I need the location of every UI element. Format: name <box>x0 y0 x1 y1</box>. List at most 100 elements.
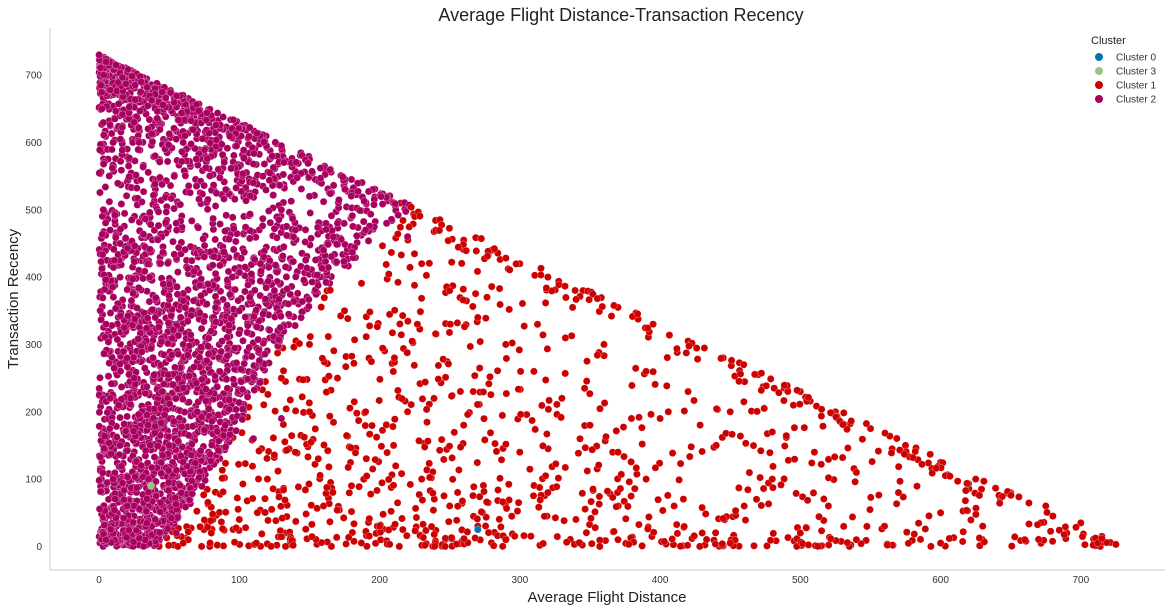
cluster-1-point <box>333 506 342 514</box>
cluster-1-point <box>1076 519 1085 527</box>
cluster-1-point <box>422 271 431 280</box>
cluster-2-point <box>171 494 180 502</box>
cluster-1-point <box>495 515 504 524</box>
cluster-1-point <box>342 540 350 548</box>
cluster-2-point <box>151 515 160 524</box>
cluster-1-point <box>424 437 432 445</box>
cluster-1-point <box>1020 535 1029 544</box>
cluster-2-point <box>211 202 220 210</box>
cluster-2-point <box>117 383 126 391</box>
cluster-1-point <box>764 500 773 508</box>
cluster-2-point <box>340 219 348 228</box>
cluster-1-point <box>362 332 371 341</box>
cluster-2-point <box>223 352 232 360</box>
cluster-1-point <box>200 516 209 524</box>
cluster-2-point <box>158 180 166 189</box>
cluster-2-point <box>176 313 185 322</box>
cluster-2-point <box>104 338 113 346</box>
cluster-2-point <box>134 145 143 154</box>
cluster-2-point <box>212 318 220 326</box>
cluster-2-point <box>188 422 197 431</box>
cluster-1-point <box>1010 533 1019 541</box>
cluster-1-point <box>459 296 467 304</box>
cluster-2-point <box>198 482 206 491</box>
cluster-2-point <box>225 235 233 244</box>
cluster-2-point <box>203 154 212 163</box>
cluster-2-point <box>190 267 198 276</box>
cluster-1-point <box>241 459 250 468</box>
cluster-2-point <box>160 411 169 419</box>
cluster-2-point <box>271 138 280 147</box>
cluster-1-point <box>1072 523 1080 532</box>
cluster-2-point <box>101 219 110 227</box>
cluster-2-point <box>181 303 190 312</box>
cluster-2-point <box>260 160 269 168</box>
cluster-1-point <box>480 487 488 496</box>
cluster-1-point <box>397 330 406 339</box>
cluster-2-point <box>220 248 228 256</box>
cluster-2-point <box>230 344 239 352</box>
cluster-2-point <box>121 234 130 242</box>
cluster-1-point <box>329 488 337 497</box>
cluster-2-point <box>213 427 222 436</box>
cluster-1-point <box>365 514 374 523</box>
cluster-1-point <box>508 339 517 347</box>
cluster-1-point <box>580 384 589 393</box>
cluster-2-point <box>197 291 205 300</box>
y-tick-label: 400 <box>25 273 42 284</box>
cluster-2-point <box>205 129 213 138</box>
cluster-1-point <box>477 508 486 516</box>
cluster-2-point <box>172 466 181 475</box>
cluster-1-point <box>591 523 600 532</box>
cluster-1-point <box>505 265 514 274</box>
cluster-2-point <box>169 326 178 334</box>
cluster-1-point <box>384 270 393 278</box>
cluster-1-point <box>830 453 839 461</box>
cluster-2-point <box>147 344 156 353</box>
cluster-2-point <box>107 129 116 138</box>
x-axis-title: Average Flight Distance <box>528 589 687 606</box>
cluster-2-point <box>156 498 165 507</box>
cluster-1-point <box>445 442 454 451</box>
cluster-2-point <box>256 378 265 387</box>
cluster-2-point <box>229 224 238 233</box>
cluster-2-point <box>261 350 269 358</box>
cluster-1-point <box>379 510 387 519</box>
cluster-1-point <box>756 473 764 482</box>
cluster-1-point <box>793 386 801 395</box>
cluster-2-point <box>183 317 192 326</box>
cluster-1-point <box>487 282 496 291</box>
cluster-1-point <box>473 313 482 322</box>
cluster-2-point <box>139 542 148 551</box>
cluster-2-point <box>142 382 151 391</box>
cluster-2-point <box>293 289 302 298</box>
cluster-2-point <box>229 245 238 254</box>
cluster-2-point <box>329 181 338 190</box>
cluster-2-point <box>277 414 286 423</box>
cluster-2-point <box>250 149 258 158</box>
legend-label: Cluster 3 <box>1116 67 1156 78</box>
cluster-1-point <box>610 527 618 536</box>
cluster-1-point <box>538 401 546 410</box>
cluster-2-point <box>216 173 224 182</box>
cluster-1-point <box>501 340 510 349</box>
cluster-1-point <box>322 388 331 396</box>
cluster-2-point <box>146 220 155 229</box>
cluster-1-point <box>254 475 263 483</box>
cluster-1-point <box>695 542 704 551</box>
cluster-2-point <box>265 176 274 185</box>
cluster-2-point <box>184 431 193 440</box>
cluster-2-point <box>256 277 265 285</box>
cluster-2-point <box>174 350 183 359</box>
cluster-2-point <box>187 451 196 459</box>
cluster-2-point <box>141 446 150 455</box>
cluster-2-point <box>360 197 369 206</box>
cluster-2-point <box>118 73 127 82</box>
cluster-1-point <box>595 492 604 501</box>
cluster-1-point <box>218 474 227 483</box>
cluster-1-point <box>445 502 454 510</box>
cluster-2-point <box>292 158 301 167</box>
cluster-1-point <box>595 500 604 508</box>
cluster-2-point <box>193 407 202 416</box>
cluster-1-point <box>638 542 646 550</box>
